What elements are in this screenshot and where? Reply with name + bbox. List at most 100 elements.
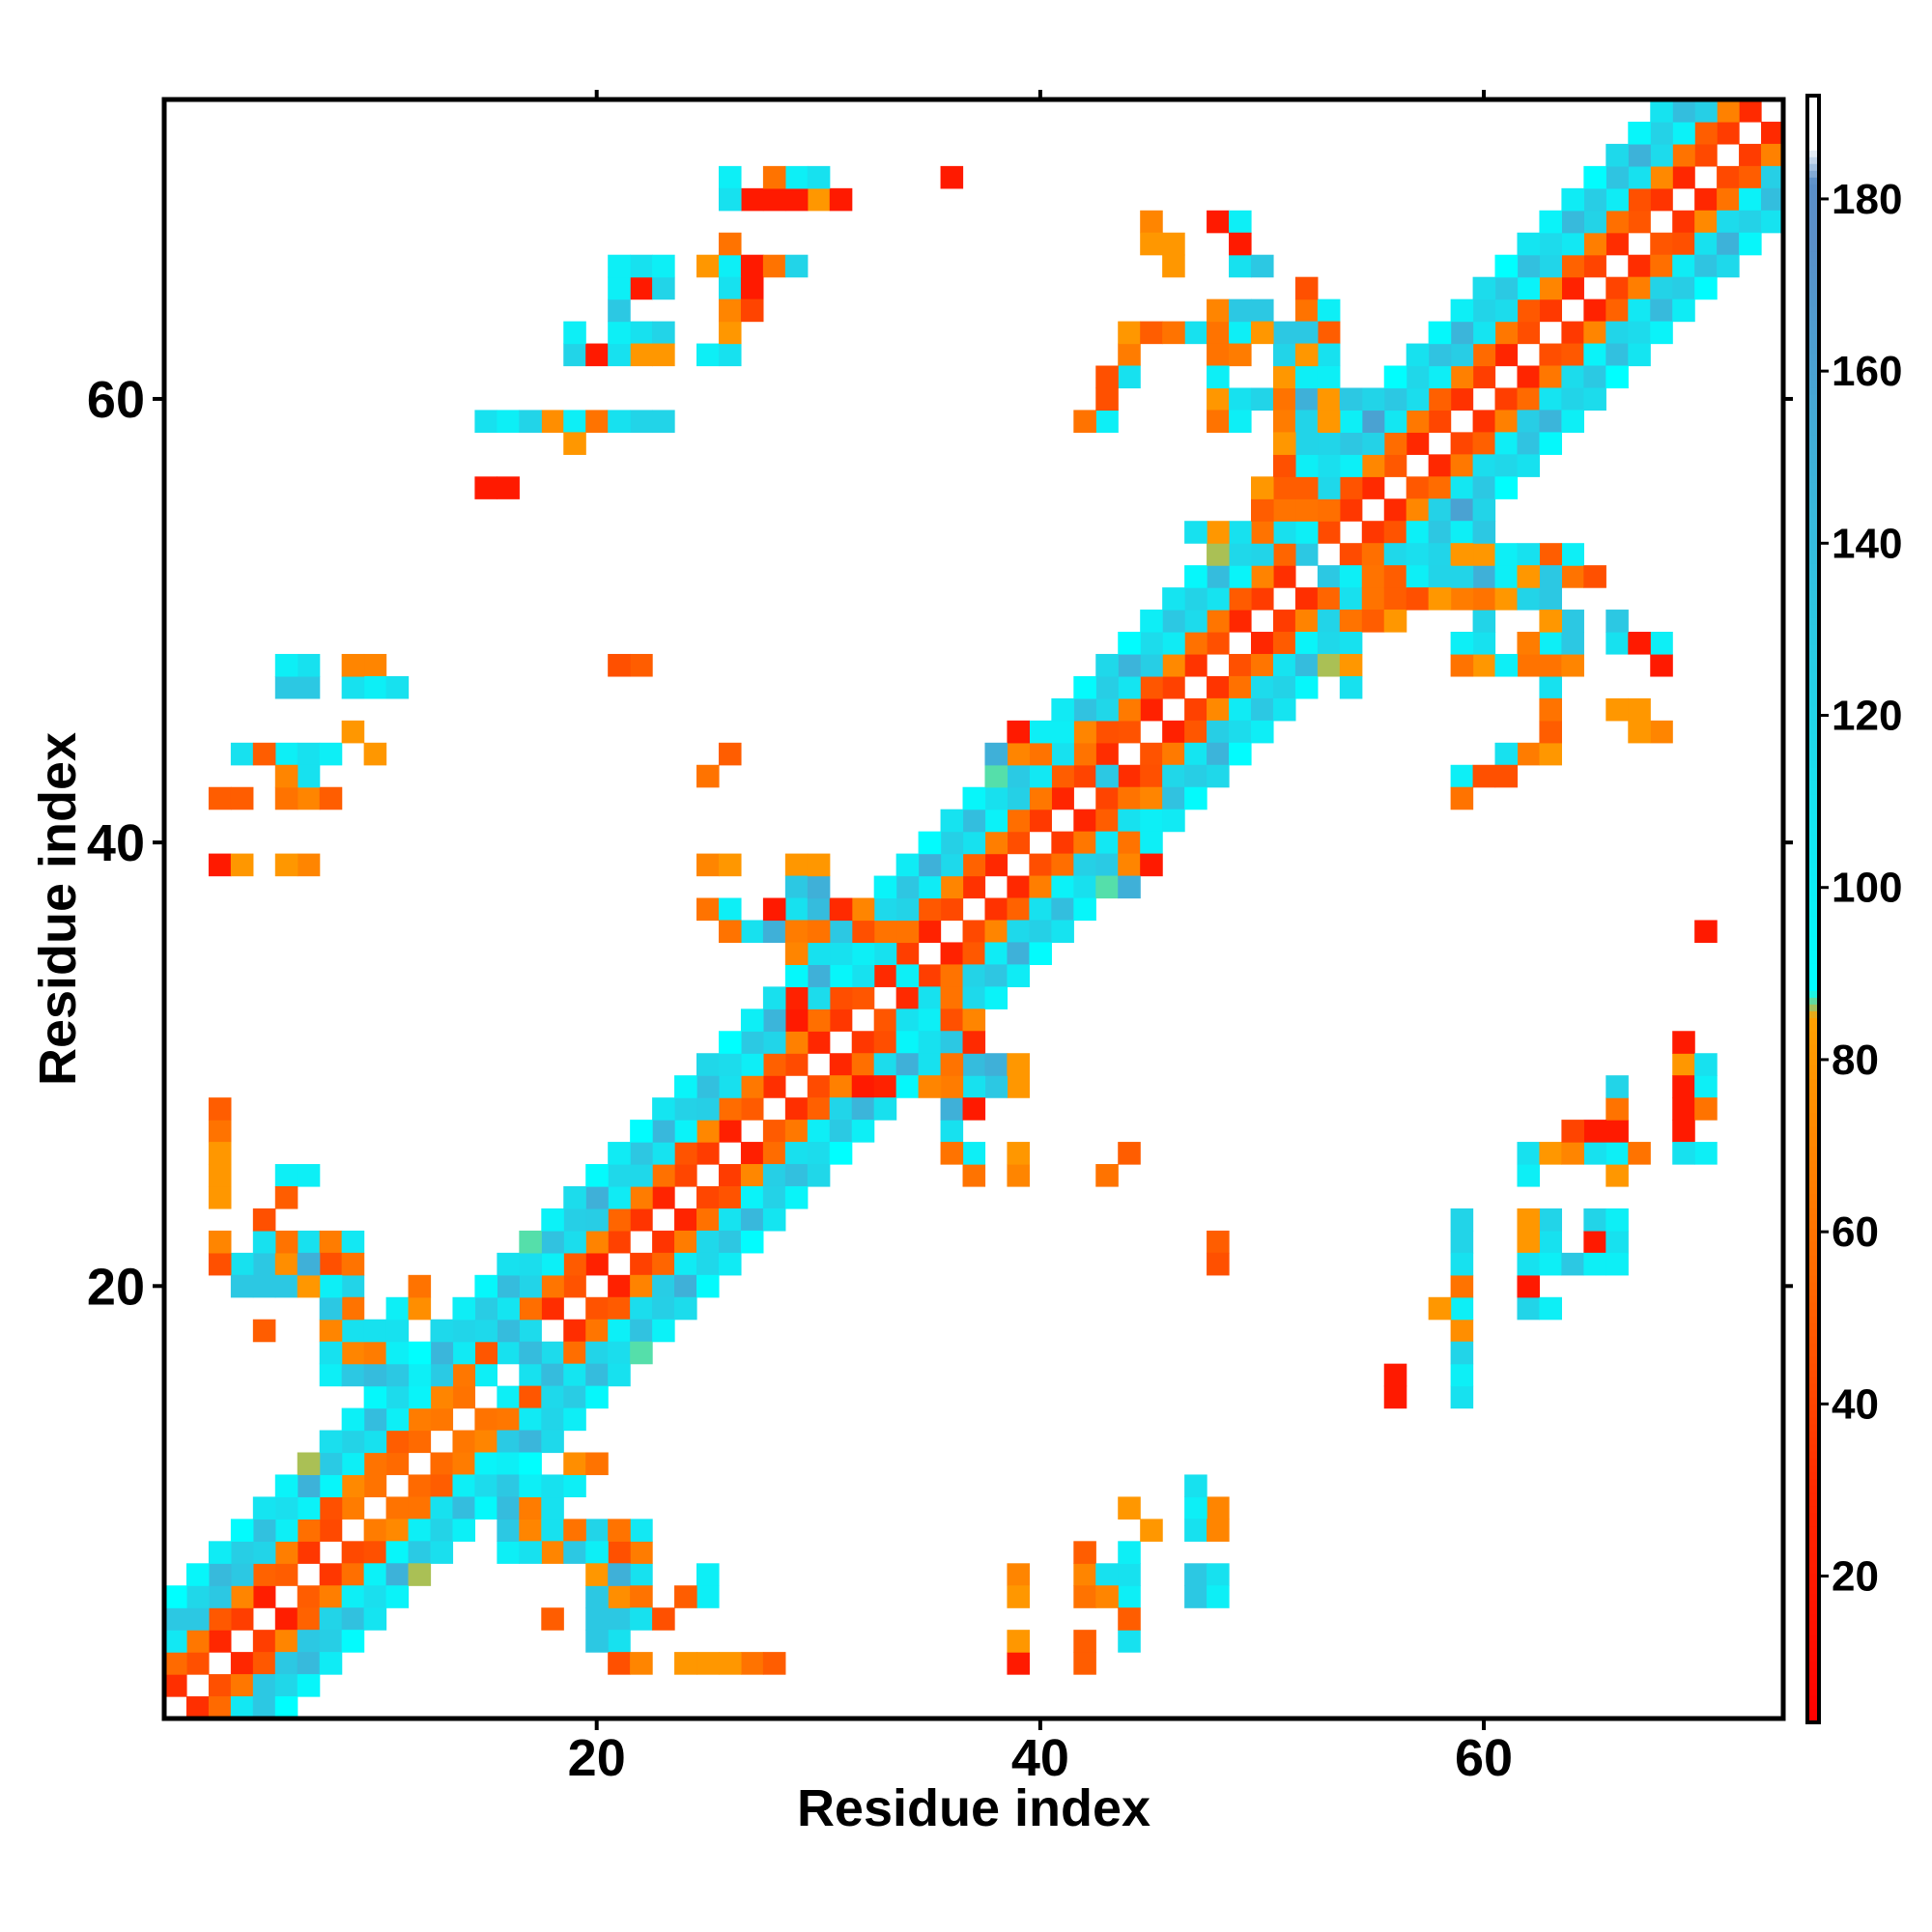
colorbar-segment <box>1807 1031 1819 1038</box>
heatmap-cell <box>1229 254 1252 278</box>
heatmap-cell <box>1561 410 1584 433</box>
heatmap-cell <box>1162 232 1185 256</box>
heatmap-cell <box>1051 853 1074 877</box>
heatmap-cell <box>1007 1053 1030 1076</box>
heatmap-cell <box>385 1541 410 1564</box>
heatmap-cell <box>1207 1252 1230 1276</box>
heatmap-cell <box>1672 121 1695 145</box>
heatmap-cell <box>1561 387 1584 412</box>
heatmap-cell <box>1184 653 1208 677</box>
colorbar-segment <box>1807 1044 1819 1052</box>
heatmap-cell <box>408 1341 432 1365</box>
heatmap-cell <box>563 321 586 345</box>
heatmap-cell <box>1207 764 1230 788</box>
heatmap-cell <box>718 1185 742 1209</box>
colorbar-segment <box>1807 583 1819 591</box>
heatmap-cell <box>895 1031 920 1054</box>
heatmap-cell <box>1650 276 1673 300</box>
heatmap-cell <box>1162 653 1185 677</box>
heatmap-cell <box>1272 653 1296 677</box>
heatmap-cell <box>718 276 742 300</box>
heatmap-cell <box>452 1519 476 1542</box>
heatmap-cell <box>1672 1142 1695 1165</box>
heatmap-cell <box>1339 476 1363 499</box>
heatmap-cell <box>1272 410 1296 433</box>
colorbar-segment <box>1807 834 1819 842</box>
colorbar-segment <box>1807 739 1819 748</box>
heatmap-cell <box>674 1164 697 1187</box>
heatmap-cell <box>319 1341 343 1365</box>
heatmap-cell <box>319 1496 343 1520</box>
colorbar-segment <box>1807 502 1819 510</box>
heatmap-cell <box>208 786 232 810</box>
heatmap-cell <box>1650 232 1673 256</box>
heatmap-cell <box>585 343 609 367</box>
heatmap-cell <box>829 964 853 987</box>
heatmap-cell <box>1428 454 1452 477</box>
heatmap-cell <box>1450 565 1474 588</box>
heatmap-cell <box>1184 587 1208 611</box>
heatmap-cell <box>297 853 321 877</box>
heatmap-cell <box>1229 587 1252 611</box>
heatmap-cell <box>1628 165 1651 189</box>
heatmap-cell <box>1717 165 1740 189</box>
colorbar-segment <box>1807 692 1819 700</box>
colorbar-segment <box>1807 1078 1819 1087</box>
heatmap-cell <box>652 1142 675 1165</box>
heatmap-cell <box>762 187 786 212</box>
heatmap-cell <box>563 1252 586 1276</box>
heatmap-cell <box>718 1097 742 1121</box>
heatmap-cell <box>652 1274 675 1298</box>
heatmap-cell <box>1118 321 1141 345</box>
heatmap-cell <box>474 1407 497 1432</box>
heatmap-cell <box>319 1363 343 1387</box>
heatmap-cell <box>1561 343 1584 367</box>
heatmap-cell <box>630 1341 653 1365</box>
heatmap-cell <box>652 1120 675 1143</box>
heatmap-cell <box>1294 632 1319 655</box>
heatmap-cell <box>1561 276 1584 300</box>
colorbar-segment <box>1807 909 1819 917</box>
heatmap-cell <box>608 410 631 433</box>
heatmap-cell <box>807 897 831 922</box>
heatmap-cell <box>1250 521 1274 544</box>
heatmap-cell <box>608 1185 631 1209</box>
colorbar-segment <box>1807 461 1819 469</box>
colorbar-segment <box>1807 1329 1819 1337</box>
heatmap-cell <box>363 1385 387 1409</box>
heatmap-cell <box>807 187 831 212</box>
heatmap-cell <box>1450 432 1474 455</box>
colorbar-tick-label: 100 <box>1832 865 1902 912</box>
colorbar-segment <box>1807 1267 1819 1276</box>
heatmap-cell <box>1717 187 1740 212</box>
heatmap-cell <box>1605 187 1629 212</box>
heatmap-cell <box>784 964 809 987</box>
heatmap-cell <box>1672 143 1695 167</box>
colorbar-segment <box>1807 617 1819 625</box>
heatmap-cell <box>1383 498 1407 522</box>
heatmap-cell <box>718 1252 742 1276</box>
colorbar-segment <box>1807 1024 1819 1032</box>
heatmap-cell <box>274 1652 298 1675</box>
heatmap-cell <box>408 1363 432 1387</box>
heatmap-cell <box>652 1252 675 1276</box>
heatmap-cell <box>1494 410 1519 433</box>
heatmap-cell <box>1517 321 1541 345</box>
heatmap-cell <box>1184 1496 1208 1520</box>
colorbar-segment <box>1807 773 1819 781</box>
heatmap-cell <box>895 986 920 1009</box>
heatmap-cell <box>1605 365 1629 389</box>
heatmap-cell <box>1140 632 1163 655</box>
heatmap-cell <box>1383 610 1407 633</box>
heatmap-cell <box>652 1230 675 1254</box>
heatmap-cell <box>652 1319 675 1343</box>
heatmap-cell <box>385 1385 410 1409</box>
colorbar-segment <box>1807 977 1819 984</box>
heatmap-cell <box>585 1363 609 1387</box>
heatmap-cell <box>1583 1230 1606 1254</box>
heatmap-cell <box>718 1075 742 1098</box>
heatmap-cell <box>341 1563 365 1586</box>
heatmap-cell <box>1207 1563 1230 1586</box>
heatmap-cell <box>1739 143 1762 167</box>
heatmap-cell <box>1029 897 1052 922</box>
